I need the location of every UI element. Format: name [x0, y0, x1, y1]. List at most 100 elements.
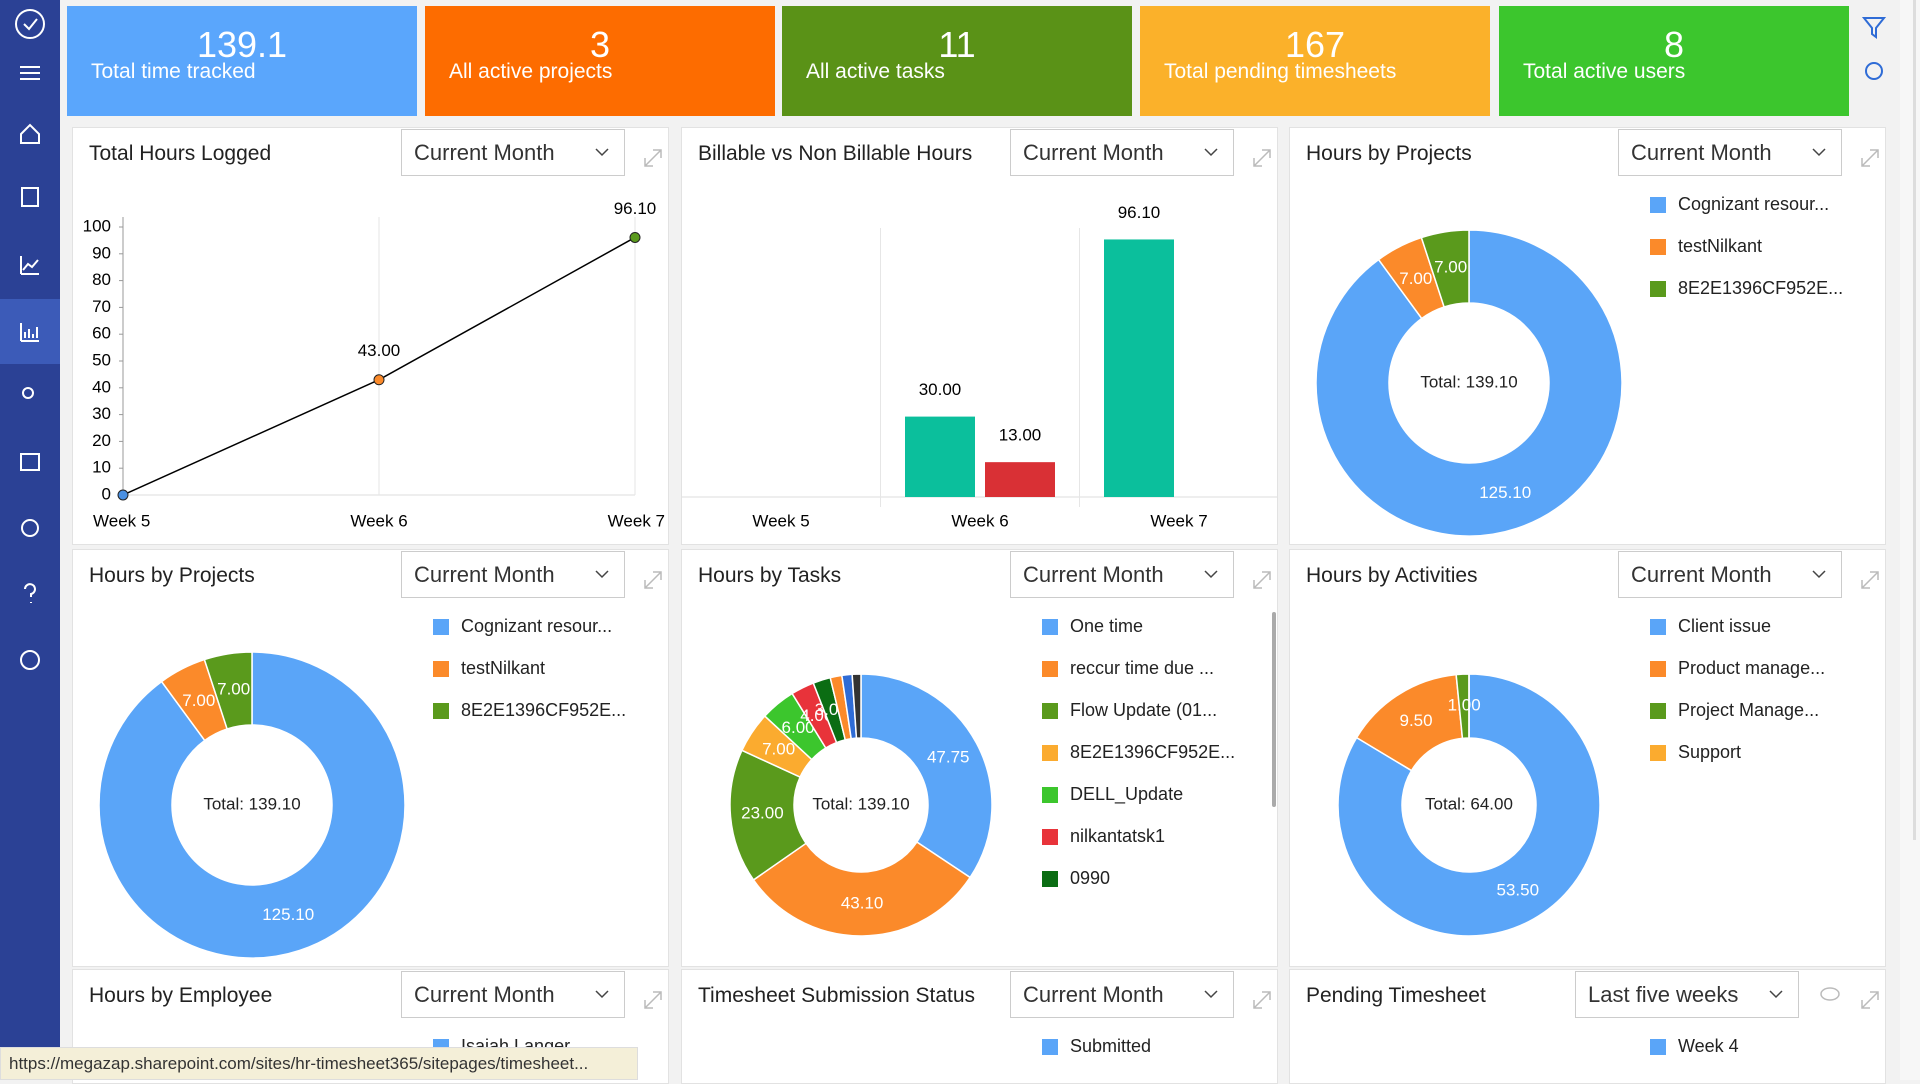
legend-swatch	[433, 661, 449, 677]
x-tick-label: Week 5	[752, 511, 809, 530]
data-label: 4.00	[800, 706, 833, 725]
report-icon[interactable]	[20, 256, 39, 275]
widget-title: Billable vs Non Billable Hours	[698, 142, 973, 165]
filter-dropdown[interactable]: Current Month	[401, 551, 625, 598]
kpi-value: 167	[1284, 24, 1346, 65]
home-icon[interactable]	[20, 123, 40, 144]
kpi-label: Total active users	[1523, 60, 1686, 83]
expand-icon[interactable]	[644, 149, 662, 167]
scrollbar-thumb[interactable]	[1913, 0, 1916, 840]
help-icon[interactable]	[24, 583, 36, 603]
filter-dropdown[interactable]: Current Month	[1010, 971, 1234, 1018]
scrollbar-track	[1900, 0, 1920, 1080]
expand-icon[interactable]	[1253, 571, 1271, 589]
widget-panel: Total Hours Logged Current Month 0 10 20 30 40…	[72, 127, 669, 545]
chart: 47.75 43.10 23.00 7.00 6.004.003.00 Total: 13…	[729, 616, 1235, 937]
expand-icon[interactable]	[1253, 991, 1271, 1009]
filter-dropdown[interactable]: Current Month	[1010, 551, 1234, 598]
x-tick-label: Week 7	[1150, 511, 1207, 530]
pie-slice	[1455, 673, 1470, 740]
filter-value: Current Month	[1631, 140, 1772, 165]
status-url: https://megazap.sharepoint.com/sites/hr-…	[0, 1047, 638, 1080]
data-label: 96.10	[614, 199, 657, 218]
chart: 53.50 9.50 1.00 Total: 64.00 Client issue Pro…	[1337, 616, 1825, 937]
y-tick-label: 60	[92, 324, 111, 343]
data-label: 7.00	[1434, 257, 1467, 276]
pie-slice	[851, 673, 862, 739]
widget-title: Hours by Employee	[89, 984, 273, 1007]
legend-swatch	[1042, 829, 1058, 845]
data-label: 1.00	[1448, 696, 1481, 715]
y-tick-label: 0	[102, 484, 111, 503]
widget-title: Hours by Projects	[89, 564, 255, 587]
widget-panel: Hours by Projects Current Month 125.10 7.00…	[1289, 127, 1886, 545]
y-tick-label: 50	[92, 350, 111, 369]
expand-icon[interactable]	[644, 991, 662, 1009]
sidebar	[0, 0, 60, 1080]
pie-slice	[763, 692, 827, 761]
widget-title: Hours by Activities	[1306, 564, 1478, 587]
legend-scrollbar[interactable]	[1272, 612, 1276, 807]
filter-icon[interactable]	[1861, 17, 1887, 39]
legend-swatch	[1650, 661, 1666, 677]
expand-icon[interactable]	[644, 571, 662, 589]
filter-dropdown[interactable]: Last five weeks	[1575, 971, 1799, 1018]
legend-swatch	[1042, 703, 1058, 719]
legend-swatch	[1650, 745, 1666, 761]
widget-panel: Pending Timesheet Last five weeks Week 4	[1289, 969, 1886, 1084]
eye-icon[interactable]	[1820, 987, 1840, 1001]
users-icon[interactable]	[22, 387, 34, 399]
point	[117, 489, 129, 501]
widget-chart: 125.10 7.007.00 Total: 139.10 Cognizant res…	[98, 570, 662, 959]
kpi-tile: 139.1 Total time tracked	[67, 6, 417, 116]
chart: Week 5 Week 6 30.00 13.00 Week 7 96.10	[682, 203, 1277, 530]
y-tick-label: 80	[92, 270, 111, 289]
legend-label: Submitted	[1070, 1036, 1151, 1056]
legend-label: Support	[1678, 742, 1741, 762]
pie-slice	[791, 682, 838, 750]
widget-panel: Timesheet Submission Status Current Month…	[681, 969, 1278, 1084]
widget-title: Total Hours Logged	[89, 142, 272, 165]
filter-value: Current Month	[414, 140, 555, 165]
support-icon[interactable]	[20, 650, 40, 670]
chart: 125.10 7.007.00 Total: 139.10 Cognizant res…	[1315, 194, 1843, 537]
expand-icon[interactable]	[1253, 149, 1271, 167]
timesheet-icon[interactable]	[21, 187, 39, 207]
bar	[905, 416, 975, 497]
data-label: 96.10	[1118, 203, 1161, 222]
legend-swatch	[1650, 619, 1666, 635]
kpi-value: 11	[938, 24, 976, 65]
filter-value: Current Month	[414, 562, 555, 587]
expand-icon[interactable]	[1861, 991, 1879, 1009]
widget-chart: 47.75 43.10 23.00 7.00 6.004.003.00 Total: 13…	[729, 570, 1276, 937]
filter-dropdown[interactable]: Current Month	[1010, 129, 1234, 176]
settings-icon[interactable]	[21, 519, 39, 537]
filter-value: Current Month	[1023, 982, 1164, 1007]
y-tick-label: 10	[92, 458, 111, 477]
legend-swatch	[1650, 281, 1666, 297]
widget-title: Timesheet Submission Status	[698, 984, 976, 1007]
y-tick-label: 90	[92, 243, 111, 262]
pie-slice	[829, 674, 853, 741]
data-label: 47.75	[927, 748, 970, 767]
logo-check	[23, 18, 38, 31]
logo[interactable]	[15, 9, 45, 39]
filter-dropdown[interactable]: Current Month	[401, 129, 625, 176]
legend-label: Client issue	[1678, 616, 1771, 636]
total-label: Total: 64.00	[1425, 794, 1513, 813]
chart: 125.10 7.007.00 Total: 139.10 Cognizant res…	[98, 616, 626, 959]
menu-icon[interactable]	[20, 66, 40, 80]
filter-dropdown[interactable]: Current Month	[1618, 129, 1842, 176]
legend-label: Project Manage...	[1678, 700, 1819, 720]
layout-icon[interactable]	[20, 453, 40, 471]
analytics-icon[interactable]	[20, 323, 39, 342]
expand-icon[interactable]	[1861, 571, 1879, 589]
legend-label: DELL_Update	[1070, 784, 1183, 805]
filter-dropdown[interactable]: Current Month	[1618, 551, 1842, 598]
data-label: 125.10	[262, 905, 314, 924]
pie-slice	[203, 651, 253, 730]
legend-label: nilkantatsk1	[1070, 826, 1165, 846]
gear-icon[interactable]	[1865, 62, 1883, 80]
expand-icon[interactable]	[1861, 149, 1879, 167]
filter-dropdown[interactable]: Current Month	[401, 971, 625, 1018]
